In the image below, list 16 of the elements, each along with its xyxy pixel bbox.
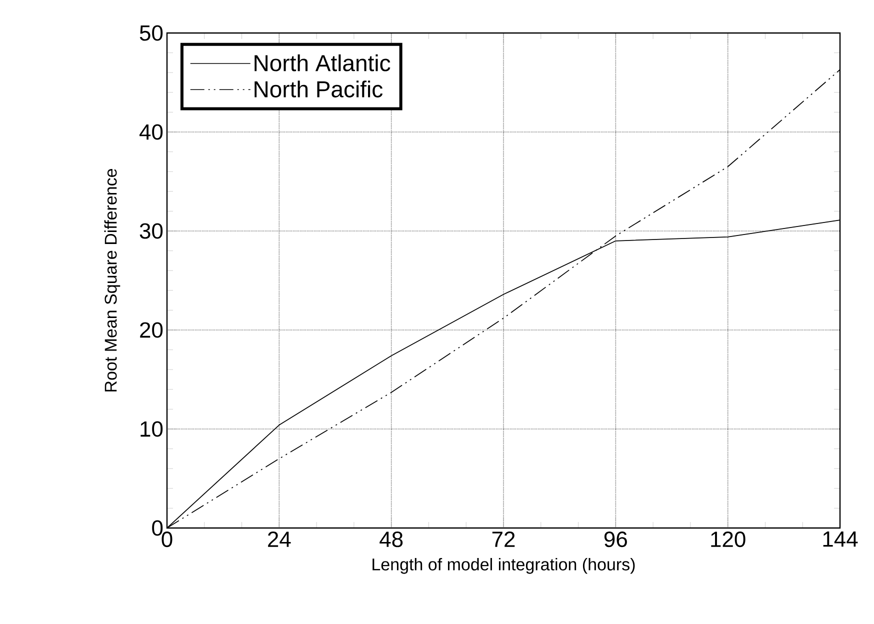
x-tick-label: 120 [711,532,746,548]
legend-label: North Atlantic [254,54,390,72]
y-tick-label: 50 [140,25,163,41]
x-tick-label: 48 [380,532,403,548]
y-tick-label: 10 [140,421,163,437]
y-tick-label: 30 [140,223,163,239]
y-tick-label: 0 [152,520,163,536]
x-axis-title: Length of model integration (hours) [372,558,635,574]
x-tick-label: 24 [268,532,291,547]
y-axis-title: Root Mean Square Difference [104,168,120,392]
y-tick-label: 40 [140,124,163,140]
y-tick-label: 20 [140,322,163,338]
x-tick-label: 144 [823,532,858,547]
legend-label: North Pacific [254,80,383,98]
x-tick-label: 96 [604,532,627,548]
x-tick-label: 72 [492,532,515,547]
